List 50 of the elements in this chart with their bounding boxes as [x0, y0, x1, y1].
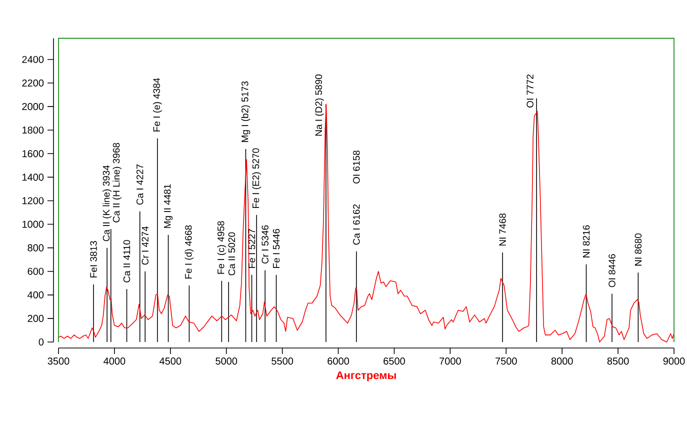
x-tick-label: 6000 [328, 358, 349, 365]
y-tick-label: 2000 [22, 103, 44, 110]
y-tick-label: 200 [28, 314, 44, 322]
x-tick-label: 5500 [272, 358, 294, 365]
annotation: Ca I 6162 [353, 204, 360, 245]
annotation: Fe I 5227 [248, 229, 256, 268]
annotation: OI 8446 [608, 254, 616, 288]
annotation: Mg II 4481 [164, 184, 173, 228]
x-tick-label: 3500 [48, 358, 70, 365]
annotation: Fe I 5446 [272, 228, 280, 268]
annotation: Fe I (e) 4384 [152, 78, 162, 132]
annotation: Ca II 5020 [228, 232, 236, 276]
y-tick-label: 800 [28, 244, 44, 252]
annotation: Cr I 4274 [142, 226, 148, 265]
y-tick-label: 1800 [22, 126, 44, 134]
annotation: OI 7772 [526, 74, 534, 108]
x-tick-label: 4500 [160, 358, 182, 365]
x-tick-label: 8000 [551, 358, 573, 365]
annotation: Ca II (H Line) 3968 [112, 142, 122, 222]
y-tick-label: 1000 [22, 220, 44, 228]
x-tick-label: 7500 [496, 358, 517, 365]
annotation: Mg I (b2) 5173 [241, 81, 250, 142]
y-tick-label: 1200 [22, 197, 44, 204]
y-tick-label: 1600 [22, 150, 44, 158]
y-tick-label: 400 [28, 291, 44, 298]
x-tick-label: 9000 [663, 358, 685, 365]
annotation: Fe I (c) 4958 [217, 221, 226, 274]
x-tick-label: 4000 [104, 358, 126, 365]
y-tick-label: 2200 [22, 79, 44, 87]
x-tick-label: 7000 [440, 358, 461, 365]
y-tick-label: 2400 [22, 56, 44, 64]
x-axis-title: Ангстремы [336, 371, 396, 382]
annotation: NI 7468 [499, 213, 506, 246]
x-tick-label: 8500 [607, 358, 629, 365]
annotation: Na I (D2) 5890 [315, 74, 324, 136]
annotation: Cr I 5346 [262, 225, 268, 264]
x-tick-label: 5000 [216, 358, 238, 365]
annotation: Ca II (K line) 3934 [102, 165, 112, 242]
y-tick-label: 600 [28, 268, 44, 275]
annotation: OI 6158 [353, 150, 360, 184]
annotation: Fe I (d) 4668 [184, 225, 194, 279]
x-tick-label: 6500 [384, 358, 405, 365]
annotation: Ca II 4110 [123, 240, 130, 282]
annotation: FeI 3813 [90, 241, 97, 278]
y-tick-label: 1400 [22, 174, 44, 181]
y-tick-label: 0 [38, 338, 44, 346]
annotation: Ca I 4227 [136, 164, 144, 205]
annotation: NI 8680 [634, 233, 642, 266]
annotation: NI 8216 [582, 225, 590, 258]
annotation: Fe I (E2) 5270 [252, 148, 262, 208]
